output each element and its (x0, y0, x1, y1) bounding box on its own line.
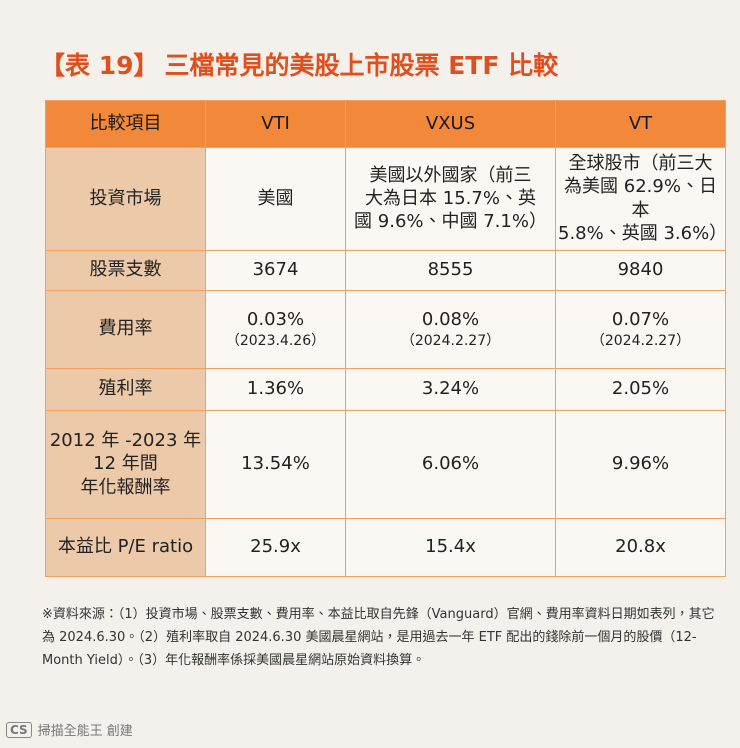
cell-line: 13.54% (241, 453, 310, 475)
table-cell: 3674 (205, 249, 346, 291)
watermark-text: 掃描全能王 創建 (37, 724, 133, 739)
cell-line: 3674 (252, 259, 299, 281)
table-row: 殖利率 1.36% 3.24% 2.05% (45, 367, 726, 411)
table-row: 投資市場 美國 美國以外國家（前三 大為日本 15.7%、英國 9.6%、中國 7.1… (45, 147, 728, 251)
cell-line: 5.8%、英國 3.6%） (558, 223, 728, 245)
table-title: 【表 19】 三檔常見的美股上市股票 ETF 比較 (40, 46, 558, 82)
table-cell: 0.07% （2024.2.27） (555, 289, 726, 369)
footnote: ※資料來源：（1）投資市場、股票支數、費用率、本益比取自先鋒（Vanguard）… (42, 607, 715, 668)
table-cell: 0.08% （2024.2.27） (345, 289, 556, 369)
table-cell: 8555 (345, 249, 556, 291)
cell-line: 美國 (257, 188, 294, 210)
table-cell: 25.9x (205, 517, 346, 577)
cell-line: 8555 (427, 259, 474, 281)
cell-line: 20.8x (615, 536, 666, 558)
cell-line: 美國以外國家（前三 (369, 164, 532, 186)
row-label: 殖利率 (45, 367, 206, 411)
table-row: 本益比 P/E ratio 25.9x 15.4x 20.8x (45, 517, 726, 577)
cell-line: 費用率 (98, 318, 153, 340)
cell-line: 殖利率 (98, 378, 153, 400)
cell-line: 25.9x (250, 536, 301, 558)
row-label: 投資市場 (45, 147, 206, 251)
cell-line: （2023.4.26） (225, 332, 326, 349)
table-cell: 15.4x (345, 517, 556, 577)
table-row: 2012 年 -2023 年 12 年間 年化報酬率 13.54% 6.06% 9.96% (45, 409, 726, 519)
cell-line: 9840 (617, 259, 664, 281)
table-cell: 2.05% (555, 367, 726, 411)
header-row: 比較項目 VTI VXUS VT (45, 100, 726, 148)
watermark-logo: CS (6, 721, 32, 738)
cell-line: 2012 年 -2023 年 (49, 429, 202, 451)
cell-line: 9.96% (611, 453, 670, 475)
cell-line: 2.05% (611, 378, 670, 400)
table-label: 【表 19】 (40, 51, 159, 80)
table-cell: 0.03% （2023.4.26） (205, 289, 346, 369)
table-cell: 美國 (205, 147, 346, 251)
comparison-table: 比較項目 VTI VXUS VT 投資市場 美國 美國以外國家（前三 大為日本 15.7%、英… (45, 100, 728, 577)
table-title-text: 三檔常見的美股上市股票 ETF 比較 (164, 51, 559, 80)
table-cell: 6.06% (345, 409, 556, 519)
cell-line: 0.07% (611, 309, 670, 331)
watermark: CS 掃描全能王 創建 (6, 720, 133, 739)
cell-line: 3.24% (421, 378, 480, 400)
header-cell: VTI (205, 100, 346, 148)
table-cell: 3.24% (345, 367, 556, 411)
header-cell: VXUS (345, 100, 556, 148)
table-cell: 9.96% (555, 409, 726, 519)
cell-line: 0.03% (246, 309, 305, 331)
table-row: 股票支數 3674 8555 9840 (45, 249, 726, 291)
cell-line: 大為日本 15.7%、英 (365, 188, 536, 210)
cell-line: （2024.2.27） (400, 332, 501, 349)
cell-line: 年化報酬率 (80, 476, 171, 498)
header-cell: VT (555, 100, 726, 148)
cell-line: 國 9.6%、中國 7.1%） (354, 211, 547, 233)
cell-line: 12 年間 (93, 453, 158, 475)
row-label: 費用率 (45, 289, 206, 369)
table-cell: 美國以外國家（前三 大為日本 15.7%、英國 9.6%、中國 7.1%） (345, 147, 556, 251)
cell-line: 投資市場 (89, 188, 162, 210)
cell-line: 6.06% (421, 453, 480, 475)
cell-line: 股票支數 (89, 259, 162, 281)
table-cell: 9840 (555, 249, 726, 291)
cell-line: 1.36% (246, 378, 305, 400)
table-row: 費用率 0.03% （2023.4.26） 0.08% （2024.2.27） 0.07%… (45, 289, 726, 369)
cell-line: 0.08% (421, 309, 480, 331)
row-label: 2012 年 -2023 年 12 年間 年化報酬率 (45, 409, 206, 519)
table-cell: 20.8x (555, 517, 726, 577)
cell-line: 全球股市（前三大 (568, 153, 713, 174)
table-cell: 13.54% (205, 409, 346, 519)
cell-line: （2024.2.27） (590, 332, 691, 349)
row-label: 本益比 P/E ratio (45, 517, 206, 577)
cell-line: 為美國 62.9%、日本 (564, 176, 717, 221)
table-cell: 1.36% (205, 367, 346, 411)
table-cell: 全球股市（前三大 為美國 62.9%、日本 5.8%、英國 3.6%） (555, 147, 728, 251)
row-label: 股票支數 (45, 249, 206, 291)
header-cell: 比較項目 (45, 100, 206, 148)
cell-line: 15.4x (425, 536, 476, 558)
cell-line: 本益比 P/E ratio (57, 536, 194, 558)
